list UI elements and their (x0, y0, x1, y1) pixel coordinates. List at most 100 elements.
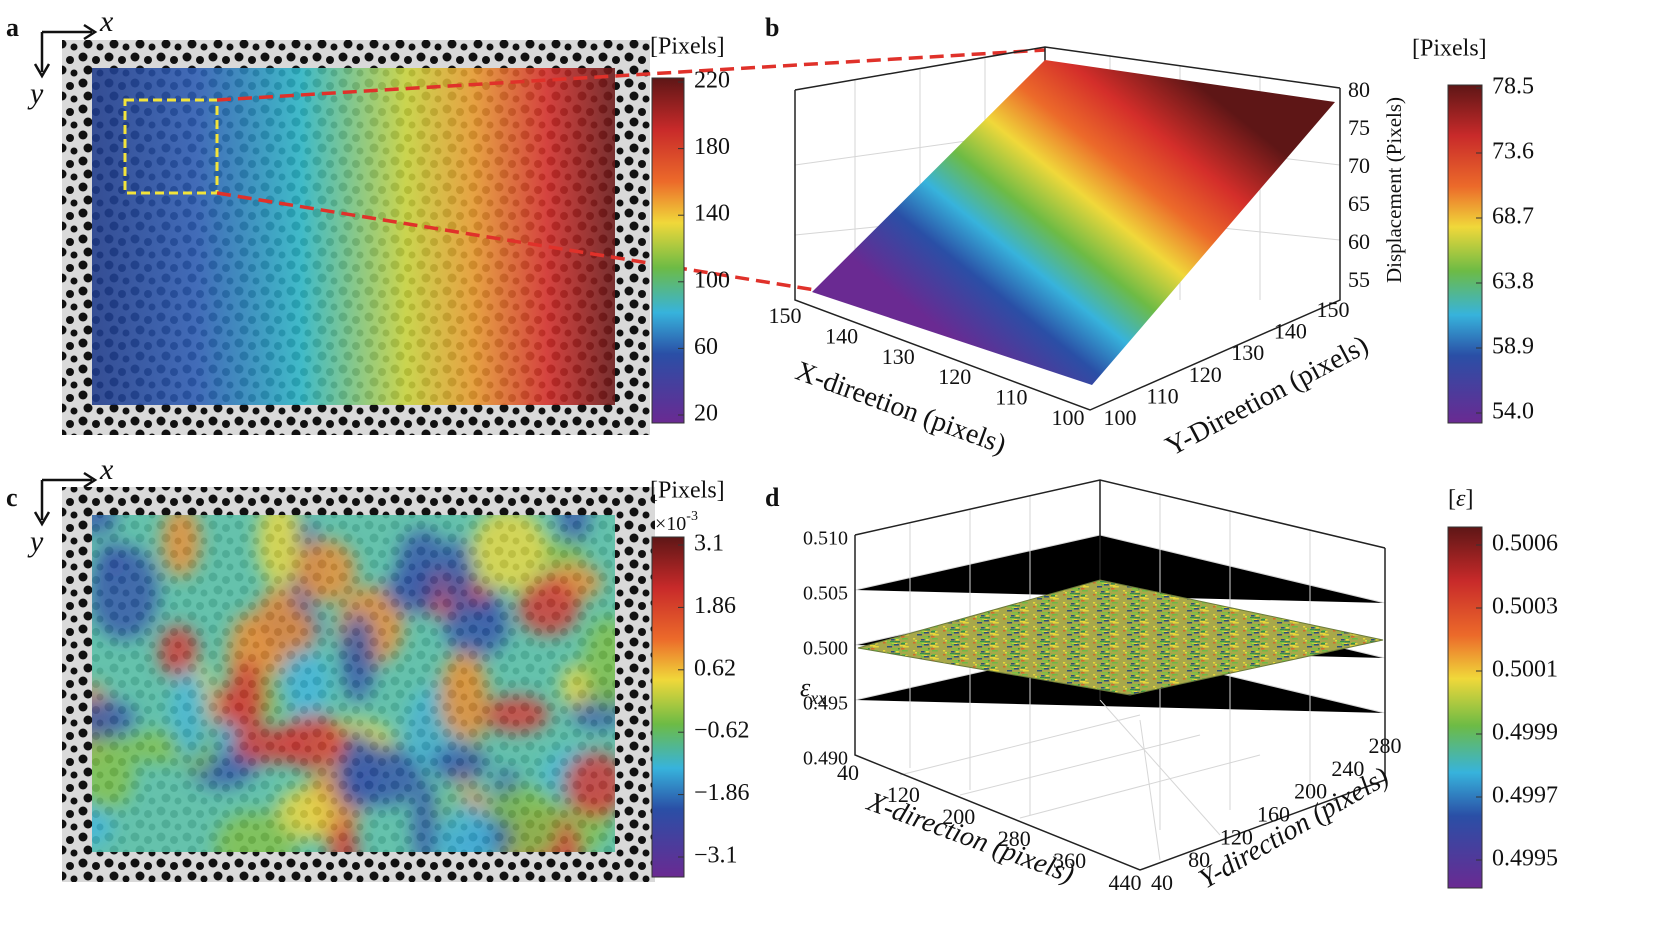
tick-label: 110 (1147, 383, 1179, 408)
tick-label: 0.495 (803, 693, 848, 715)
tick-label: 80 (1188, 847, 1210, 872)
tick-label: 120 (938, 364, 971, 389)
colorbar-tick-label: 1.86 (694, 593, 736, 619)
axis-y-label: y (27, 525, 44, 558)
blob (471, 515, 548, 592)
tick-label: 200 (1294, 779, 1327, 804)
blob (279, 649, 331, 716)
colorbar-tick-label: 220 (694, 68, 730, 94)
colorbar-tick-label: 73.6 (1492, 139, 1534, 165)
tick-label: 280 (998, 826, 1031, 851)
colorbar-multiplier: ×10-3 (655, 509, 698, 534)
blob (158, 625, 199, 679)
blob (412, 781, 438, 852)
tick-label: 150 (1317, 297, 1350, 322)
axis-x-label: x (99, 5, 114, 38)
axis-arrows (33, 471, 98, 527)
tick-label: 100 (1052, 405, 1085, 430)
colorbar-tick-label: 140 (694, 201, 730, 227)
colorbar-tick-label: 0.4995 (1492, 846, 1558, 872)
blob (560, 665, 592, 708)
colorbar-tick-label: 0.5001 (1492, 657, 1558, 683)
subscript: xx (809, 688, 826, 708)
colorbar (1447, 84, 1483, 424)
blob (232, 727, 306, 764)
blob (92, 698, 136, 740)
tick-label: 120 (1189, 362, 1222, 387)
tick-label: 0.510 (803, 528, 848, 550)
colorbar-ticks: 3.1 1.86 0.62 −0.62 −1.86 −3.1 (678, 531, 750, 869)
axis-ticks: 80 75 70 65 60 55 150 140 130 120 110 100 100 110 120 1… (769, 77, 1371, 430)
axis-y-label: y (27, 77, 44, 110)
tick-label: 280 (1369, 733, 1402, 758)
colorbar-tick-label: 0.4999 (1492, 720, 1558, 746)
panel-label: d (765, 483, 780, 512)
multiplier: ×10 (655, 513, 686, 535)
colorbar-ticks: 78.5 73.6 68.7 63.8 58.9 54.0 (1476, 74, 1534, 425)
blob (442, 538, 474, 610)
colorbar-tick-label: 0.5006 (1492, 531, 1558, 557)
blob (557, 515, 590, 543)
colorbar (651, 77, 685, 424)
blob (340, 612, 376, 702)
tick-label: 0.490 (803, 748, 848, 770)
tick-label: 160 (1257, 802, 1290, 827)
colorbar-tick-label: 0.4997 (1492, 783, 1558, 809)
panel-label: c (6, 483, 18, 512)
bracket: [ (1448, 486, 1456, 512)
blob (329, 821, 358, 852)
bracket: ] (1465, 486, 1473, 512)
tick-label: 130 (1231, 340, 1264, 365)
tick-label: 120 (887, 782, 920, 807)
tick-label: 140 (825, 323, 858, 348)
blob (439, 651, 489, 740)
x-axis-title: X-direetion (pixels) (791, 356, 1010, 461)
colorbar-tick-label: 58.9 (1492, 334, 1534, 360)
blob (92, 804, 113, 847)
axis-ticks: 0.5100.5050.5000.4950.490401202002803604… (803, 528, 1402, 895)
y-axis-title: Y-Direetion (pixels) (1161, 330, 1374, 463)
tick-label: 360 (1053, 848, 1086, 873)
tick-label: 40 (1151, 870, 1173, 895)
colorbar-unit: [Pixels] (650, 478, 725, 504)
blob (295, 539, 357, 603)
blob (517, 577, 581, 635)
colorbar (1447, 526, 1483, 889)
roi-box (123, 98, 219, 195)
blob (438, 802, 494, 852)
blob (276, 787, 332, 840)
tick-label: 110 (995, 385, 1027, 410)
blob (430, 744, 489, 780)
symbol: ε (1456, 486, 1466, 512)
blob (384, 568, 442, 614)
colorbar (651, 536, 685, 878)
tick-label: 0.500 (803, 638, 848, 660)
tick-label: 0.505 (803, 583, 848, 605)
blob (230, 658, 266, 737)
tick-label: 40 (837, 760, 859, 785)
tick-label: 120 (1220, 824, 1253, 849)
blob (564, 751, 615, 819)
tick-label: 55 (1348, 267, 1370, 292)
surface (857, 579, 1384, 696)
colorbar-unit: [Pixels] (650, 34, 725, 60)
colorbar-tick-label: 180 (694, 134, 730, 160)
tick-label: 70 (1348, 153, 1370, 178)
error-map (92, 515, 615, 852)
blob (92, 545, 159, 640)
panel-label: b (765, 13, 779, 42)
exponent: -3 (686, 509, 698, 524)
colorbar-tick-label: −1.86 (694, 780, 750, 806)
z-axis-title: εxx (800, 673, 826, 708)
tick-label: 80 (1348, 77, 1370, 102)
colorbar-tick-label: 0.5003 (1492, 594, 1558, 620)
tick-label: 240 (1331, 756, 1364, 781)
tick-label: 150 (769, 303, 802, 328)
blob (583, 616, 615, 710)
blob (171, 668, 209, 759)
colorbar-unit: [ε] (1448, 486, 1473, 512)
blob (161, 515, 201, 578)
tick-label: 200 (942, 804, 975, 829)
panel-label: a (6, 13, 19, 42)
